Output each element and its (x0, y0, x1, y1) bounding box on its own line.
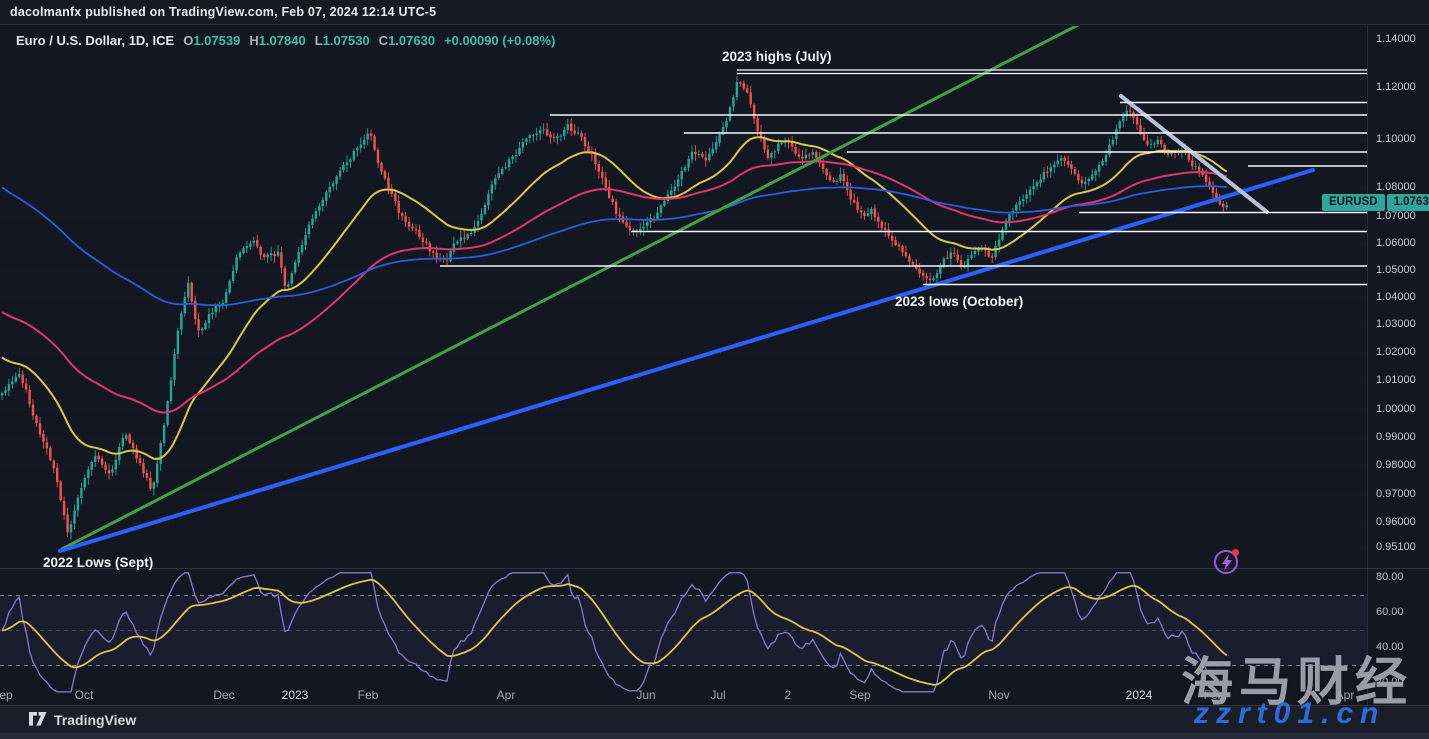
annotation-2023-highs: 2023 highs (July) (722, 49, 832, 64)
last-price-chip: 1.07630 (1386, 194, 1429, 211)
price-axis-label: 1.04000 (1376, 291, 1416, 303)
symbol-chip: EURUSD (1322, 194, 1385, 211)
ohlc-value: 1.07630 (388, 33, 436, 48)
price-axis[interactable]: 1.14000 1.12000 1.10000 1.08000 1.07000 1.060… (1367, 25, 1429, 705)
ohlc-key: C (378, 33, 389, 48)
time-axis-label: Apr (1335, 688, 1355, 702)
rsi-axis-label: 60.00 (1376, 606, 1404, 618)
ohlc-value: 1.07530 (322, 33, 370, 48)
ohlc-key: O (183, 33, 194, 48)
price-axis-label: 1.10000 (1376, 133, 1416, 145)
time-axis-label: Sep (849, 688, 871, 702)
bottom-strip (0, 733, 1429, 739)
symbol-legend[interactable]: Euro / U.S. Dollar, 1D, ICE O1.07539 H1.07… (16, 33, 555, 48)
price-axis-label: 1.02000 (1376, 346, 1416, 358)
rsi-axis-label: 40.00 (1376, 641, 1404, 653)
symbol-title: Euro / U.S. Dollar, 1D, ICE (16, 33, 175, 48)
boost-button[interactable] (1214, 549, 1239, 574)
price-axis-label: 0.97000 (1376, 488, 1416, 500)
price-axis-label: 1.05000 (1376, 264, 1416, 276)
time-axis-label: Dec (213, 688, 235, 702)
tradingview-logo-icon (28, 710, 47, 730)
last-price-tag: EURUSD 1.07630 (1322, 194, 1429, 211)
ohlc-key: H (249, 33, 259, 48)
price-axis-label: 0.95100 (1376, 541, 1416, 553)
time-axis-label: Apr (496, 688, 516, 702)
time-axis-label: Jul (710, 688, 726, 702)
price-axis-label: 1.03000 (1376, 318, 1416, 330)
price-axis-label: 1.08000 (1376, 181, 1416, 193)
ohlc-value: 1.07840 (258, 33, 306, 48)
axis-divider (1367, 25, 1368, 706)
rsi-axis[interactable]: 80.00 60.00 40.00 20.00 (1367, 0, 1429, 705)
time-axis-separator (0, 705, 1429, 706)
watermark-url: zzrt01.cn (1194, 697, 1386, 730)
publish-text: dacolmanfx published on TradingView.com,… (10, 5, 437, 19)
price-axis-label: 0.96000 (1376, 516, 1416, 528)
time-axis-label: Feb (357, 688, 379, 702)
watermark-chinese: 海马财经 (1181, 654, 1414, 712)
pane-separator[interactable] (0, 568, 1429, 569)
time-axis-label: 2024 (1125, 688, 1153, 702)
brand-label: TradingView (54, 712, 137, 728)
change-value: +0.00090 (+0.08%) (444, 33, 556, 48)
price-axis-label: 0.98000 (1376, 459, 1416, 471)
ohlc-key: L (314, 33, 323, 48)
price-axis-label: 1.07000 (1376, 210, 1416, 222)
annotation-2022-lows: 2022 Lows (Sept) (43, 555, 154, 570)
rsi-axis-label: 80.00 (1376, 571, 1404, 583)
price-axis-label: 1.12000 (1376, 81, 1416, 93)
time-axis[interactable]: Sep Oct Dec 2023 Feb Apr Jun Jul 2 Sep Nov 2024 Feb A… (0, 686, 1367, 705)
time-axis-label: Sep (0, 688, 13, 702)
price-axis-label: 1.00000 (1376, 403, 1416, 415)
price-axis-label: 0.99000 (1376, 431, 1416, 443)
time-axis-label: Jun (636, 688, 656, 702)
time-axis-label: 2 (784, 688, 792, 702)
tradingview-brand[interactable]: TradingView (28, 710, 136, 730)
time-axis-label: Nov (988, 688, 1010, 702)
ohlc-value: 1.07539 (193, 33, 241, 48)
rsi-axis-label: 20.00 (1376, 676, 1404, 688)
publish-bar: dacolmanfx published on TradingView.com,… (0, 0, 1429, 25)
price-axis-label: 1.06000 (1376, 237, 1416, 249)
footer-bar: TradingView (0, 706, 1429, 733)
time-axis-label: Oct (74, 688, 94, 702)
notification-dot-icon (1232, 549, 1239, 556)
annotation-2023-lows: 2023 lows (October) (895, 294, 1024, 309)
price-axis-label: 1.01000 (1376, 374, 1416, 386)
time-axis-label: Feb (1203, 688, 1225, 702)
price-axis-label: 1.14000 (1376, 33, 1416, 45)
time-axis-label: 2023 (281, 688, 309, 702)
